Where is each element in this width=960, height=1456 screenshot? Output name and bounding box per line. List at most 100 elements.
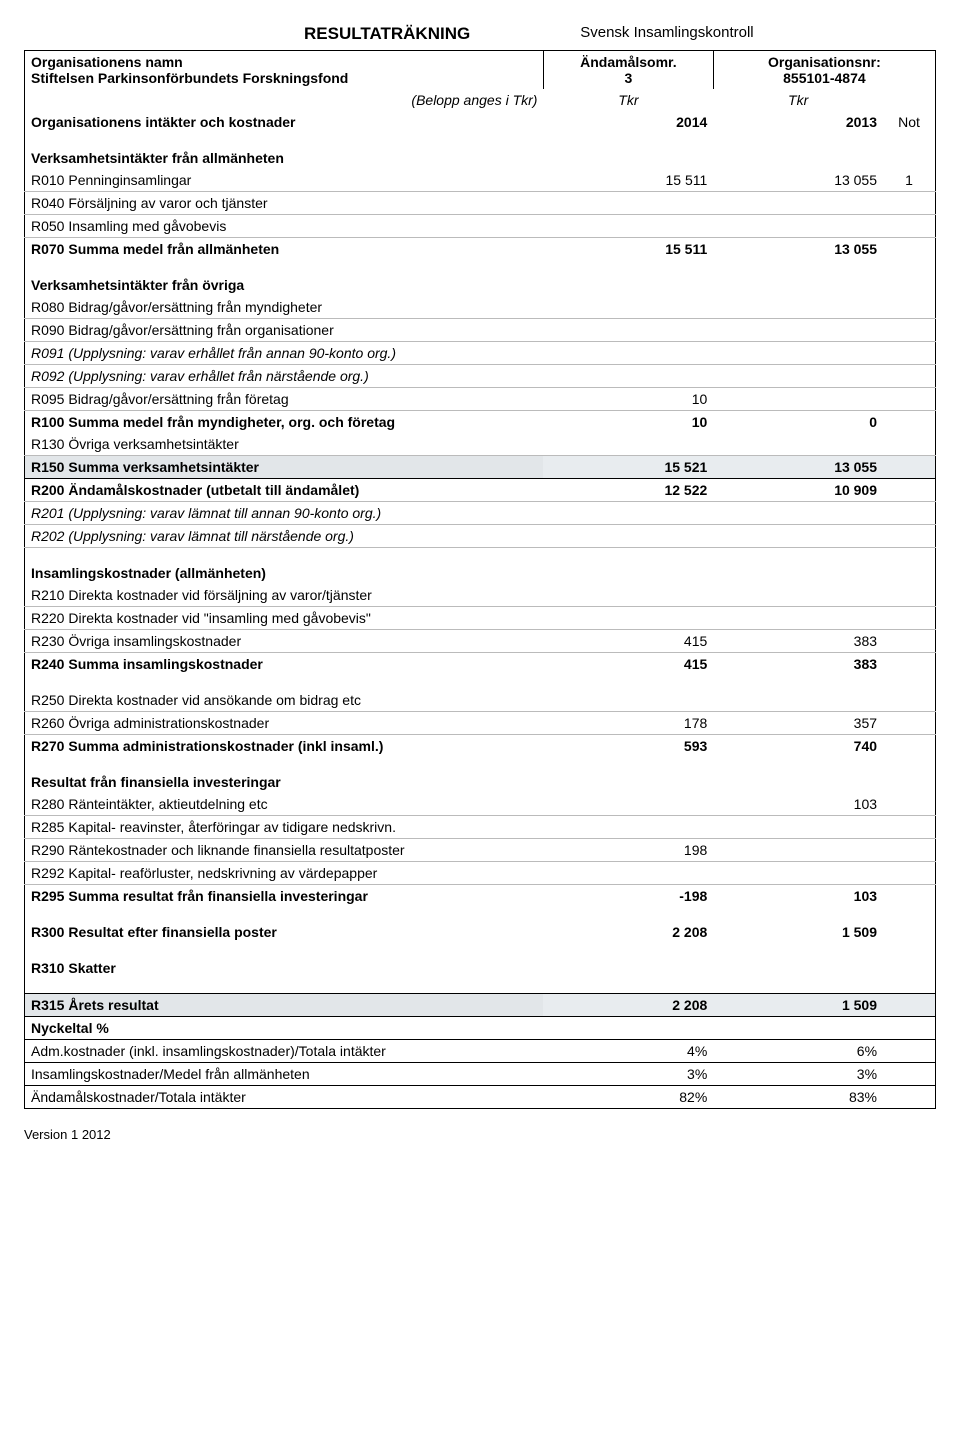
year-2: 2013 <box>713 111 883 133</box>
r100-y1: 10 <box>543 411 713 434</box>
r202-label: R202 (Upplysning: varav lämnat till närs… <box>25 525 544 548</box>
r250-label: R250 Direkta kostnader vid ansökande om … <box>25 689 544 712</box>
k2-y1: 3% <box>543 1063 713 1086</box>
r290-row: R290 Räntekostnader och liknande finansi… <box>25 839 936 862</box>
r315-y1: 2 208 <box>543 994 713 1017</box>
r260-y2: 357 <box>713 712 883 735</box>
r290-label: R290 Räntekostnader och liknande finansi… <box>25 839 544 862</box>
r090-row: R090 Bidrag/gåvor/ersättning från organi… <box>25 319 936 342</box>
r100-row: R100 Summa medel från myndigheter, org. … <box>25 411 936 434</box>
r240-row: R240 Summa insamlingskostnader 415 383 <box>25 653 936 676</box>
r200-y2: 10 909 <box>713 479 883 502</box>
r295-row: R295 Summa resultat från finansiella inv… <box>25 885 936 908</box>
r250-row: R250 Direkta kostnader vid ansökande om … <box>25 689 936 712</box>
s1-title-row: Verksamhetsintäkter från allmänheten <box>25 147 936 169</box>
r200-label: R200 Ändamålskostnader (utbetalt till än… <box>25 479 544 502</box>
r150-y2: 13 055 <box>713 456 883 479</box>
r210-label: R210 Direkta kostnader vid försäljning a… <box>25 584 544 607</box>
kpi-title: Nyckeltal % <box>25 1017 544 1040</box>
year-label: Organisationens intäkter och kostnader <box>25 111 544 133</box>
page-subtitle: Svensk Insamlingskontroll <box>580 24 753 44</box>
r010-not: 1 <box>883 169 935 192</box>
r010-y1: 15 511 <box>543 169 713 192</box>
r260-label: R260 Övriga administrationskostnader <box>25 712 544 735</box>
r200-y1: 12 522 <box>543 479 713 502</box>
unit-col2: Tkr <box>713 89 883 111</box>
r202-row: R202 (Upplysning: varav lämnat till närs… <box>25 525 936 548</box>
r201-row: R201 (Upplysning: varav lämnat till anna… <box>25 502 936 525</box>
k3-label: Ändamålskostnader/Totala intäkter <box>25 1086 544 1109</box>
r300-row: R300 Resultat efter finansiella poster 2… <box>25 921 936 943</box>
not-header: Not <box>883 111 935 133</box>
r040-label: R040 Försäljning av varor och tjänster <box>25 192 544 215</box>
page-header: RESULTATRÄKNING Svensk Insamlingskontrol… <box>24 24 936 44</box>
r092-label: R092 (Upplysning: varav erhållet från nä… <box>25 365 544 388</box>
r070-row: R070 Summa medel från allmänheten 15 511… <box>25 238 936 261</box>
r285-row: R285 Kapital- reavinster, återföringar a… <box>25 816 936 839</box>
k2-y2: 3% <box>713 1063 883 1086</box>
r295-y1: -198 <box>543 885 713 908</box>
r315-row: R315 Årets resultat 2 208 1 509 <box>25 994 936 1017</box>
r292-label: R292 Kapital- reaförluster, nedskrivning… <box>25 862 544 885</box>
r050-label: R050 Insamling med gåvobevis <box>25 215 544 238</box>
income-statement-table: Organisationens namn Stiftelsen Parkinso… <box>24 50 936 1109</box>
r270-row: R270 Summa administrationskostnader (ink… <box>25 735 936 758</box>
r040-row: R040 Försäljning av varor och tjänster <box>25 192 936 215</box>
k1-y2: 6% <box>713 1040 883 1063</box>
r230-label: R230 Övriga insamlingskostnader <box>25 630 544 653</box>
r230-row: R230 Övriga insamlingskostnader 415 383 <box>25 630 936 653</box>
r150-row: R150 Summa verksamhetsintäkter 15 521 13… <box>25 456 936 479</box>
r130-label: R130 Övriga verksamhetsintäkter <box>25 433 544 456</box>
r230-y1: 415 <box>543 630 713 653</box>
k2-row: Insamlingskostnader/Medel från allmänhet… <box>25 1063 936 1086</box>
s4-title-row: Resultat från finansiella investeringar <box>25 771 936 793</box>
page-title: RESULTATRÄKNING <box>304 24 470 44</box>
r050-row: R050 Insamling med gåvobevis <box>25 215 936 238</box>
r315-label: R315 Årets resultat <box>25 994 544 1017</box>
unit-row: (Belopp anges i Tkr) Tkr Tkr <box>25 89 936 111</box>
unit-note: (Belopp anges i Tkr) <box>25 89 544 111</box>
r220-row: R220 Direkta kostnader vid "insamling me… <box>25 607 936 630</box>
org-name-value: Stiftelsen Parkinsonförbundets Forskning… <box>31 70 348 86</box>
org-header-row: Organisationens namn Stiftelsen Parkinso… <box>25 51 936 90</box>
s2-title-row: Verksamhetsintäkter från övriga <box>25 274 936 296</box>
r210-row: R210 Direkta kostnader vid försäljning a… <box>25 584 936 607</box>
r091-row: R091 (Upplysning: varav erhållet från an… <box>25 342 936 365</box>
k3-y2: 83% <box>713 1086 883 1109</box>
year-row: Organisationens intäkter och kostnader 2… <box>25 111 936 133</box>
r070-label: R070 Summa medel från allmänheten <box>25 238 544 261</box>
r095-y1: 10 <box>543 388 713 411</box>
r010-label: R010 Penninginsamlingar <box>25 169 544 192</box>
r100-label: R100 Summa medel från myndigheter, org. … <box>25 411 544 434</box>
s4-title: Resultat från finansiella investeringar <box>25 771 544 793</box>
footer-version: Version 1 2012 <box>24 1127 936 1142</box>
s1-title: Verksamhetsintäkter från allmänheten <box>25 147 544 169</box>
r080-row: R080 Bidrag/gåvor/ersättning från myndig… <box>25 296 936 319</box>
r260-y1: 178 <box>543 712 713 735</box>
r280-row: R280 Ränteintäkter, aktieutdelning etc 1… <box>25 793 936 816</box>
s3-title: Insamlingskostnader (allmänheten) <box>25 562 544 584</box>
r270-y1: 593 <box>543 735 713 758</box>
r150-label: R150 Summa verksamhetsintäkter <box>25 456 544 479</box>
r295-label: R295 Summa resultat från finansiella inv… <box>25 885 544 908</box>
r230-y2: 383 <box>713 630 883 653</box>
r270-label: R270 Summa administrationskostnader (ink… <box>25 735 544 758</box>
k2-label: Insamlingskostnader/Medel från allmänhet… <box>25 1063 544 1086</box>
r091-label: R091 (Upplysning: varav erhållet från an… <box>25 342 544 365</box>
r285-label: R285 Kapital- reavinster, återföringar a… <box>25 816 544 839</box>
r130-row: R130 Övriga verksamhetsintäkter <box>25 433 936 456</box>
k1-row: Adm.kostnader (inkl. insamlingskostnader… <box>25 1040 936 1063</box>
r201-label: R201 (Upplysning: varav lämnat till anna… <box>25 502 544 525</box>
r010-y2: 13 055 <box>713 169 883 192</box>
r295-y2: 103 <box>713 885 883 908</box>
r310-label: R310 Skatter <box>25 957 544 979</box>
r150-y1: 15 521 <box>543 456 713 479</box>
r240-label: R240 Summa insamlingskostnader <box>25 653 544 676</box>
r292-row: R292 Kapital- reaförluster, nedskrivning… <box>25 862 936 885</box>
orgnr-value: 855101-4874 <box>783 70 866 86</box>
k3-y1: 82% <box>543 1086 713 1109</box>
org-name-label: Organisationens namn <box>31 54 183 70</box>
kpi-title-row: Nyckeltal % <box>25 1017 936 1040</box>
r270-y2: 740 <box>713 735 883 758</box>
unit-col1: Tkr <box>543 89 713 111</box>
